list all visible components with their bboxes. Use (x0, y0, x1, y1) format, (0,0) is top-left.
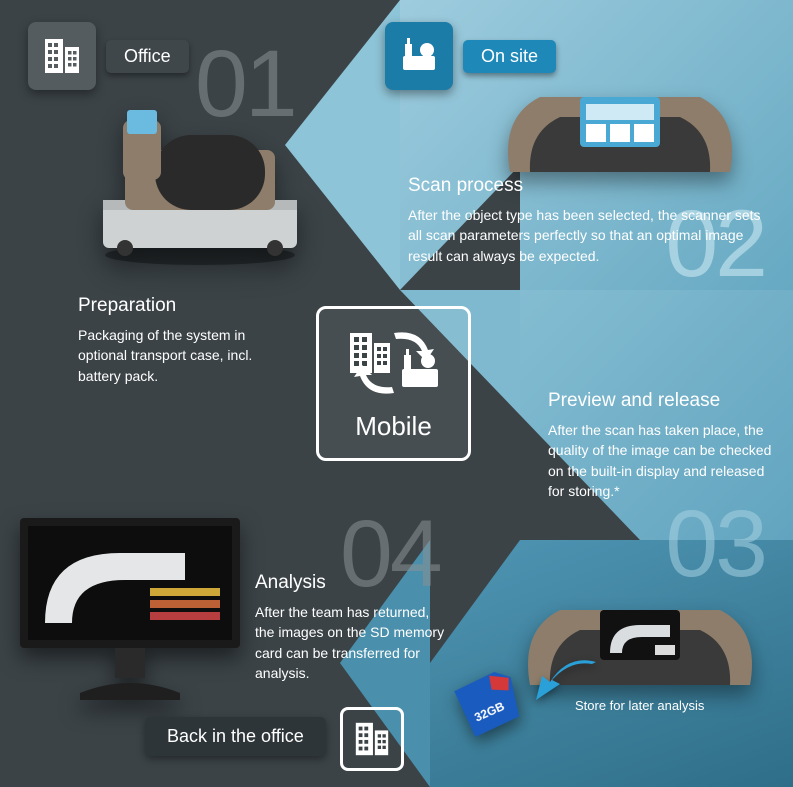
plant-icon (385, 22, 453, 90)
badge-office: Office (28, 22, 189, 90)
mobile-tile: Mobile (316, 306, 471, 461)
infographic-canvas: Office On site 01 02 03 04 (0, 0, 793, 787)
store-label: Store for later analysis (575, 698, 704, 713)
step-2-title: Scan process (408, 175, 763, 197)
step-1-title: Preparation (78, 295, 298, 317)
step-3-title: Preview and release (548, 390, 773, 412)
device-transport-case (85, 80, 315, 270)
step-4-block: Analysis After the team has returned, th… (255, 572, 445, 683)
step-3-block: Preview and release After the scan has t… (548, 390, 773, 501)
step-4-title: Analysis (255, 572, 445, 594)
step-2-text: After the object type has been selected,… (408, 205, 763, 266)
step-3-text: After the scan has taken place, the qual… (548, 420, 773, 501)
step-4-text: After the team has returned, the images … (255, 602, 445, 683)
building-icon (28, 22, 96, 90)
badge-office-label: Office (106, 40, 189, 73)
mobile-label: Mobile (355, 411, 432, 442)
badge-onsite-label: On site (463, 40, 556, 73)
step-2-block: Scan process After the object type has b… (408, 175, 763, 266)
back-building-icon (340, 707, 404, 771)
back-office-pill: Back in the office (145, 717, 326, 756)
device-monitor (10, 508, 250, 708)
step-1-block: Preparation Packaging of the system in o… (78, 295, 298, 386)
mobile-cycle-icon (344, 325, 444, 403)
step-1-text: Packaging of the system in optional tran… (78, 325, 298, 386)
badge-onsite: On site (385, 22, 556, 90)
